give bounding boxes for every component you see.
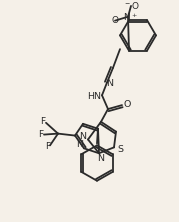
- Text: S: S: [117, 145, 123, 154]
- Text: F: F: [40, 117, 46, 126]
- Text: N: N: [79, 132, 86, 141]
- Text: $^-$O: $^-$O: [123, 0, 139, 11]
- Text: O: O: [112, 16, 118, 25]
- Text: HN: HN: [87, 92, 101, 101]
- Text: N$^+$: N$^+$: [123, 11, 137, 23]
- Text: O: O: [123, 100, 131, 109]
- Text: F: F: [38, 130, 43, 139]
- Text: N: N: [98, 154, 105, 163]
- Text: N: N: [76, 140, 83, 149]
- Text: N: N: [107, 79, 113, 88]
- Text: F: F: [45, 142, 50, 151]
